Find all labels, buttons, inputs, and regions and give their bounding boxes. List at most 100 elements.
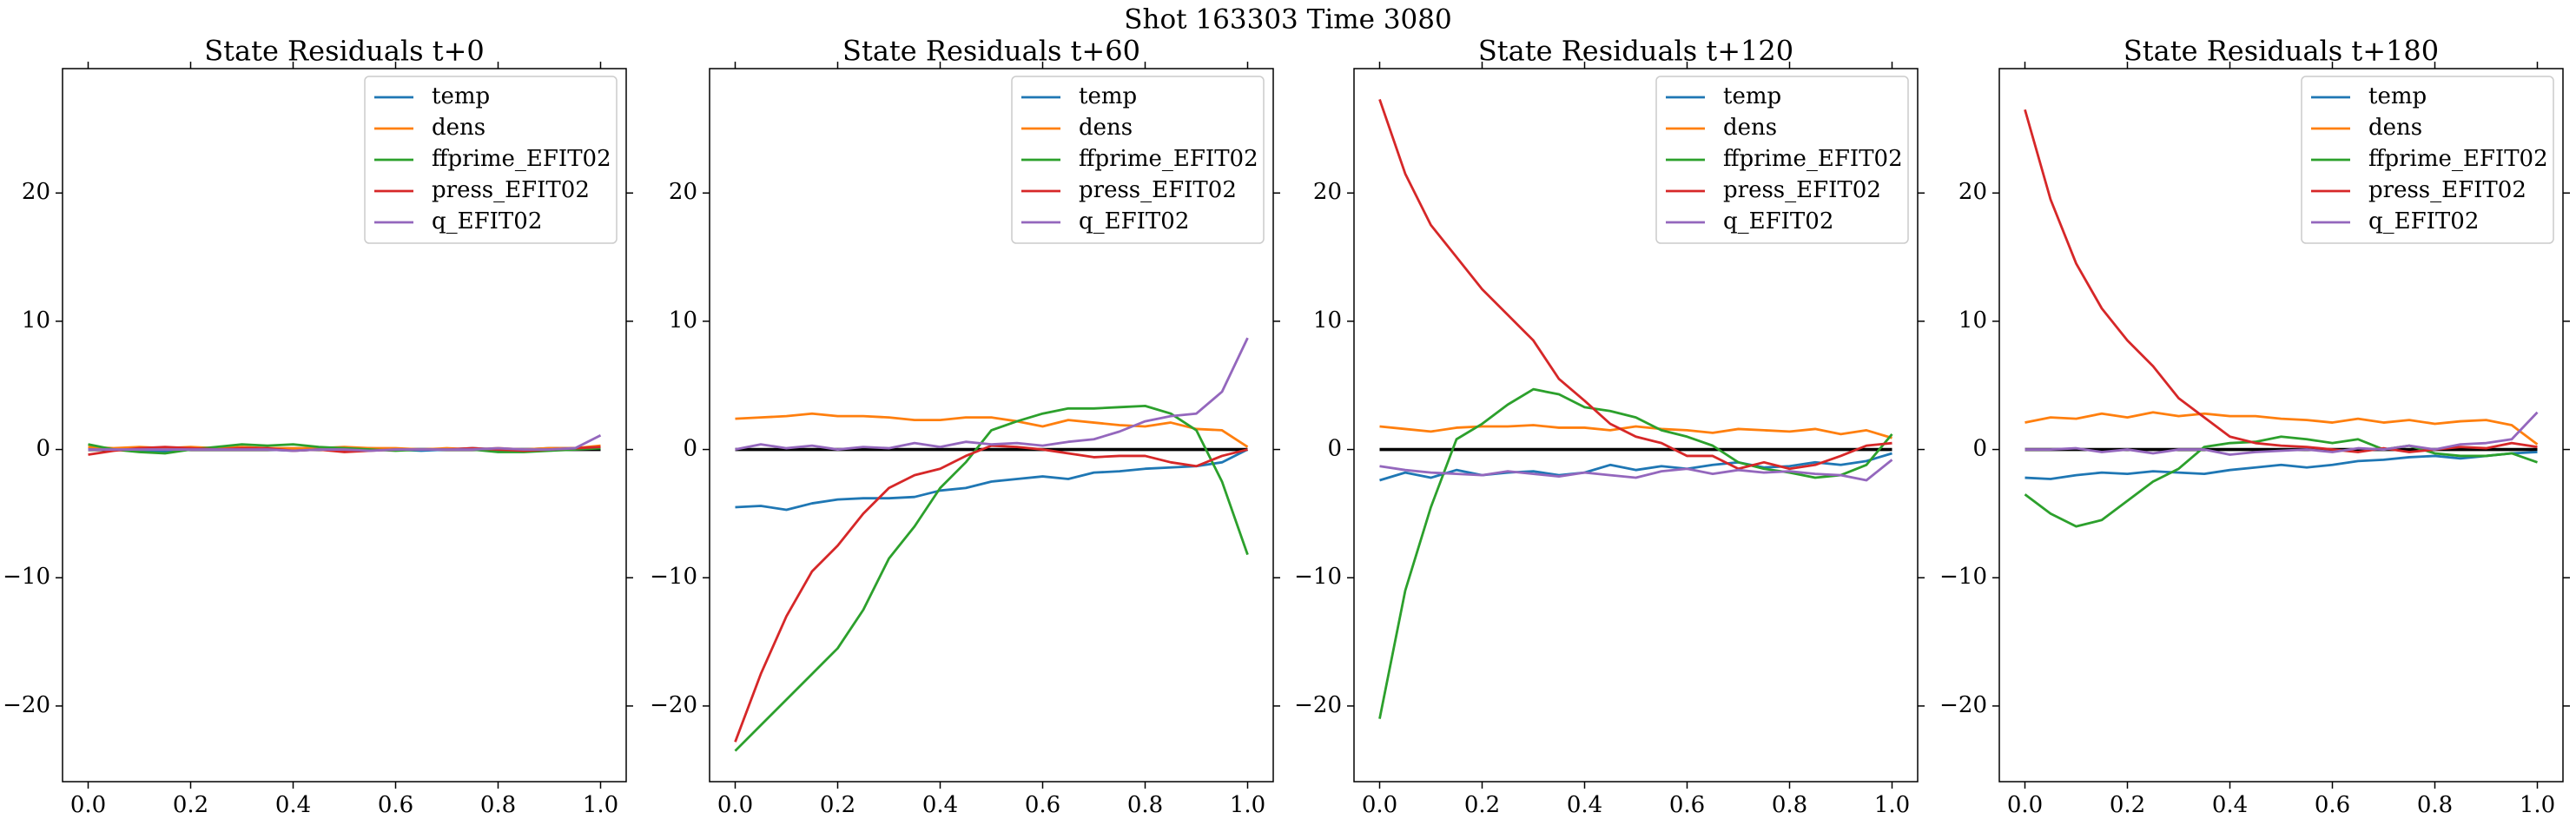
x-tick-label: 0.0 bbox=[1362, 792, 1397, 818]
y-tick-label: 20 bbox=[1958, 179, 1987, 205]
series-line bbox=[88, 446, 601, 456]
x-tick-label: 0.6 bbox=[378, 792, 413, 818]
x-tick-label: 1.0 bbox=[2520, 792, 2555, 818]
y-tick-label: 10 bbox=[669, 307, 697, 334]
x-tick-label: 0.6 bbox=[2315, 792, 2350, 818]
subplot: State Residuals t+180 0.0 0.2 0.4 0.6 0.8 1.0 −… bbox=[1939, 35, 2570, 818]
legend-label: temp bbox=[432, 83, 490, 109]
legend-label: ffprime_EFIT02 bbox=[432, 146, 611, 172]
legend-label: ffprime_EFIT02 bbox=[1723, 146, 1903, 172]
series-line bbox=[88, 434, 602, 452]
x-tick-label: 0.4 bbox=[1567, 792, 1602, 818]
y-tick-label: 10 bbox=[1958, 307, 1987, 334]
series-line bbox=[88, 443, 601, 455]
series-line bbox=[2024, 435, 2538, 528]
x-tick-label: 0.4 bbox=[922, 792, 958, 818]
series-line bbox=[735, 448, 1249, 512]
x-tick-label: 0.2 bbox=[2110, 792, 2145, 818]
y-tick-label: 20 bbox=[22, 179, 50, 205]
y-tick-label: −20 bbox=[650, 692, 697, 718]
x-tick-label: 1.0 bbox=[1874, 792, 1910, 818]
y-tick-label: 10 bbox=[1313, 307, 1342, 334]
legend-label: ffprime_EFIT02 bbox=[2368, 146, 2548, 172]
legend-label: q_EFIT02 bbox=[2368, 208, 2479, 234]
subplot: State Residuals t+0 0.0 0.2 0.4 0.6 0.8 1.0 −20… bbox=[3, 35, 633, 818]
legend-label: temp bbox=[2368, 83, 2427, 109]
x-tick-label: 0.0 bbox=[717, 792, 753, 818]
subplot: State Residuals t+120 0.0 0.2 0.4 0.6 0.8 1.0 −… bbox=[1294, 35, 1925, 818]
axes-frame bbox=[62, 68, 627, 783]
y-tick-label: −20 bbox=[3, 692, 50, 718]
y-tick-label: 0 bbox=[683, 436, 697, 462]
series-line bbox=[2024, 411, 2539, 456]
x-tick-label: 1.0 bbox=[583, 792, 618, 818]
legend-label: temp bbox=[1079, 83, 1137, 109]
x-tick-label: 1.0 bbox=[1230, 792, 1265, 818]
legend-label: temp bbox=[1723, 83, 1781, 109]
y-tick-label: −10 bbox=[1294, 564, 1342, 590]
y-tick-label: −10 bbox=[1939, 564, 1987, 590]
legend-box bbox=[1011, 76, 1265, 244]
axes-frame bbox=[1998, 68, 2564, 783]
legend-label: q_EFIT02 bbox=[432, 208, 542, 234]
y-tick-label: −20 bbox=[1294, 692, 1342, 718]
legend-label: dens bbox=[432, 115, 485, 141]
series-line bbox=[1378, 98, 1892, 471]
x-tick-label: 0.0 bbox=[70, 792, 106, 818]
legend-label: dens bbox=[2368, 115, 2422, 141]
y-tick-label: 0 bbox=[1972, 436, 1987, 462]
series-line bbox=[2024, 451, 2538, 480]
legend-label: press_EFIT02 bbox=[432, 177, 590, 203]
subplot-title: State Residuals t+120 bbox=[1478, 35, 1793, 68]
legend-label: press_EFIT02 bbox=[1079, 177, 1237, 203]
legend-box bbox=[2301, 76, 2554, 244]
y-tick-label: 0 bbox=[1327, 436, 1342, 462]
x-tick-label: 0.2 bbox=[1464, 792, 1500, 818]
series-line bbox=[1379, 424, 1892, 439]
legend-box bbox=[364, 76, 618, 244]
legend-label: dens bbox=[1723, 115, 1777, 141]
y-tick-label: 20 bbox=[1313, 179, 1342, 205]
legend-label: press_EFIT02 bbox=[2368, 177, 2526, 203]
x-tick-label: 0.2 bbox=[820, 792, 855, 818]
legend-label: q_EFIT02 bbox=[1723, 208, 1833, 234]
legend-label: dens bbox=[1079, 115, 1133, 141]
axes-frame bbox=[1353, 68, 1919, 783]
x-tick-label: 0.8 bbox=[2417, 792, 2453, 818]
figure-title: Shot 163303 Time 3080 bbox=[1124, 4, 1451, 36]
x-tick-label: 0.6 bbox=[1025, 792, 1060, 818]
series-line bbox=[734, 444, 1248, 743]
x-tick-label: 0.6 bbox=[1669, 792, 1705, 818]
x-tick-label: 0.8 bbox=[480, 792, 516, 818]
series-line bbox=[2024, 109, 2538, 453]
y-tick-label: −20 bbox=[1939, 692, 1987, 718]
series-line bbox=[1379, 459, 1893, 482]
y-tick-label: −10 bbox=[3, 564, 50, 590]
legend-box bbox=[1655, 76, 1909, 244]
y-tick-label: 10 bbox=[22, 307, 50, 334]
x-tick-label: 0.0 bbox=[2007, 792, 2043, 818]
y-tick-label: −10 bbox=[650, 564, 697, 590]
x-tick-label: 0.8 bbox=[1772, 792, 1807, 818]
y-tick-label: 20 bbox=[669, 179, 697, 205]
series-line bbox=[1379, 452, 1892, 482]
series-line bbox=[2024, 411, 2539, 446]
subplot: State Residuals t+60 0.0 0.2 0.4 0.6 0.8 1.0 −2… bbox=[650, 35, 1280, 818]
legend-label: ffprime_EFIT02 bbox=[1079, 146, 1258, 172]
series-line bbox=[734, 404, 1249, 752]
x-tick-label: 0.8 bbox=[1127, 792, 1163, 818]
subplot-title: State Residuals t+0 bbox=[204, 35, 485, 68]
series-line bbox=[1378, 387, 1893, 719]
subplot-title: State Residuals t+180 bbox=[2124, 35, 2439, 68]
y-tick-label: 0 bbox=[36, 436, 50, 462]
axes-frame bbox=[709, 68, 1274, 783]
x-tick-label: 0.2 bbox=[173, 792, 208, 818]
legend-label: q_EFIT02 bbox=[1079, 208, 1189, 234]
subplot-title: State Residuals t+60 bbox=[842, 35, 1140, 68]
x-tick-label: 0.4 bbox=[2212, 792, 2248, 818]
series-line bbox=[735, 337, 1249, 451]
legend-label: press_EFIT02 bbox=[1723, 177, 1881, 203]
x-tick-label: 0.4 bbox=[275, 792, 311, 818]
